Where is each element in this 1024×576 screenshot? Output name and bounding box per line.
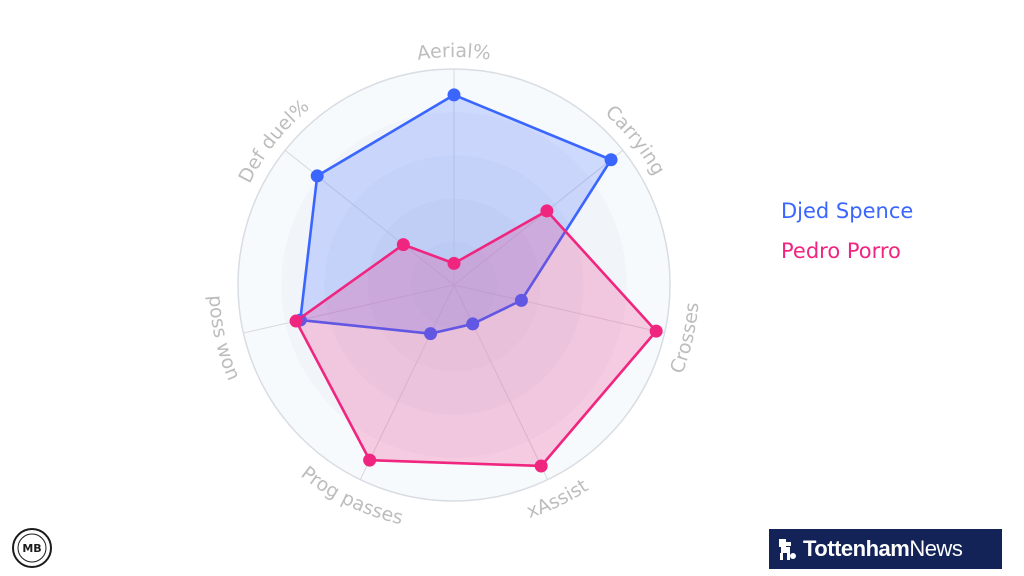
data-point-pedro-porro-3 (649, 324, 663, 338)
axis-spoke-2 (453, 149, 624, 286)
data-point-djed-spence-4 (466, 317, 480, 331)
legend-pedro-porro: Pedro Porro (781, 239, 901, 263)
mb-logo: MB (12, 528, 52, 568)
mb-logo-text: MB (22, 542, 41, 555)
data-point-pedro-porro-2 (540, 204, 554, 218)
series-area-pedro-porro (294, 209, 658, 468)
axis-label-aerial: Aerial% (416, 40, 492, 65)
data-point-pedro-porro-6 (289, 314, 303, 328)
data-point-pedro-porro-1 (447, 256, 461, 270)
legend-djed-spence: Djed Spence (781, 199, 914, 223)
data-point-pedro-porro-5 (363, 453, 377, 467)
data-point-djed-spence-7 (310, 169, 324, 183)
axis-spoke-6 (243, 284, 455, 334)
data-point-djed-spence-1 (447, 88, 461, 102)
axis-spoke-3 (453, 284, 665, 334)
data-point-djed-spence-2 (604, 153, 618, 167)
axis-spoke-5 (359, 284, 455, 480)
radar-series (289, 88, 663, 473)
radar-grid (237, 68, 671, 502)
cockerel-icon (779, 539, 796, 560)
data-point-djed-spence-3 (514, 293, 528, 307)
brand-name-bold: Tottenham (803, 536, 910, 561)
axis-label-crosses: Crosses (666, 301, 703, 376)
series-area-djed-spence (298, 93, 613, 335)
brand-name-light: News (909, 536, 963, 561)
axis-spoke-4 (453, 284, 549, 480)
tottenham-news-logo: Tottenham News (769, 529, 1002, 569)
data-point-pedro-porro-7 (396, 238, 410, 252)
data-point-pedro-porro-4 (534, 459, 548, 473)
data-point-djed-spence-5 (424, 327, 438, 341)
